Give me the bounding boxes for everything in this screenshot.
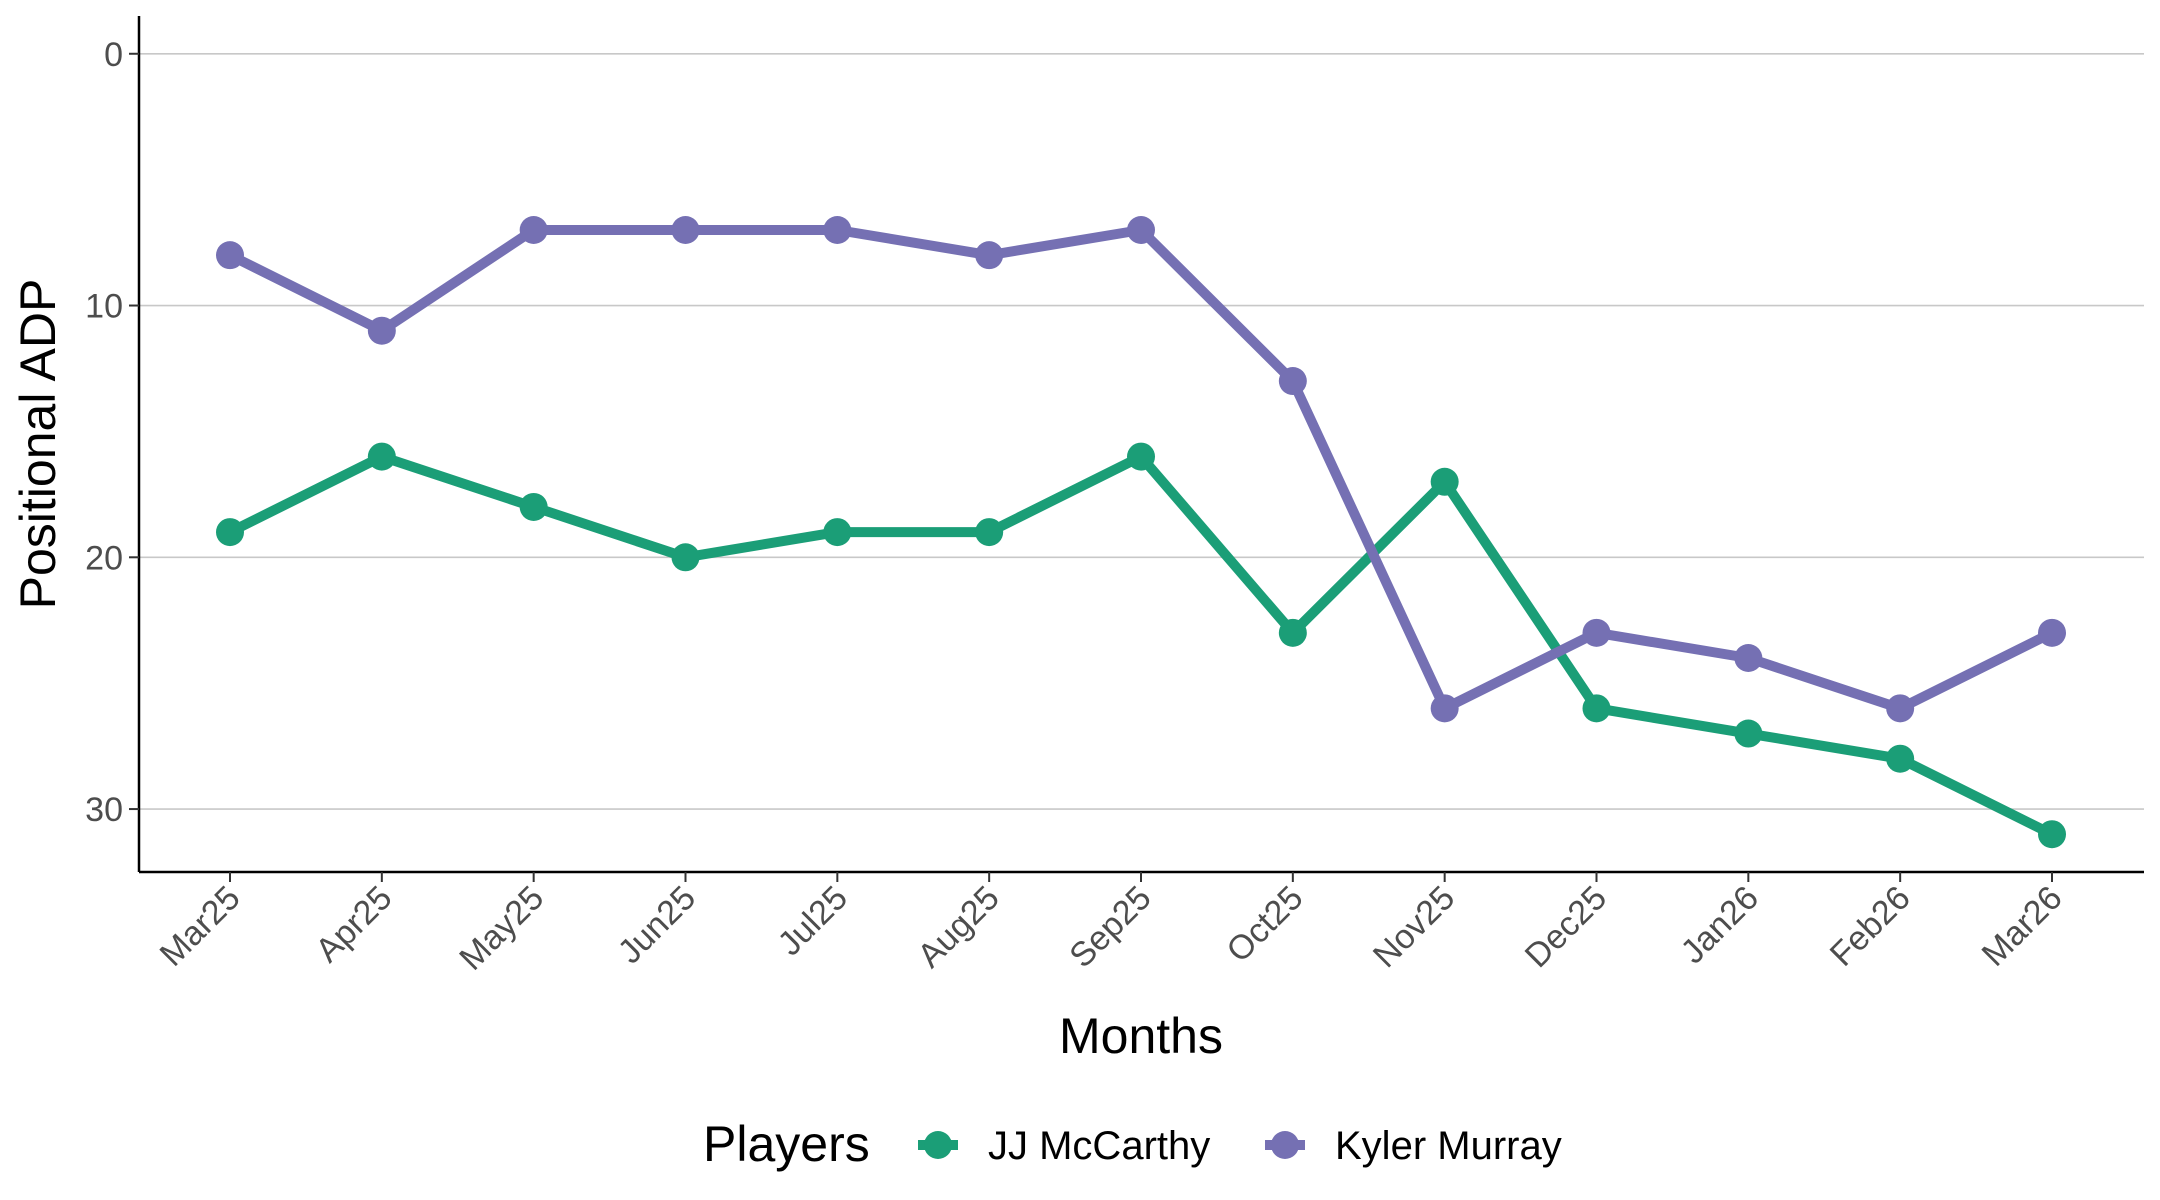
data-point	[1582, 694, 1611, 723]
x-tick-label: Aug25	[910, 879, 1006, 975]
data-point	[823, 518, 852, 547]
data-point	[519, 492, 548, 521]
data-point	[1886, 694, 1915, 723]
legend-items: JJ McCarthy Kyler Murray	[918, 1124, 1562, 1168]
gridlines	[139, 52, 2144, 810]
y-tick-label: 20	[85, 539, 123, 577]
data-point	[1734, 719, 1763, 748]
legend-label: JJ McCarthy	[988, 1124, 1210, 1168]
legend-key-point	[924, 1131, 952, 1159]
data-point	[216, 241, 244, 270]
data-point	[975, 518, 1004, 547]
series-line	[225, 451, 2057, 840]
data-point	[2038, 618, 2066, 647]
data-point	[1430, 467, 1459, 496]
data-point	[2038, 820, 2066, 849]
data-point	[367, 442, 396, 471]
data-point	[823, 216, 852, 244]
data-point	[1278, 618, 1307, 647]
y-tick-label: 0	[104, 36, 123, 74]
data-point	[519, 216, 548, 244]
series-0	[216, 442, 2066, 849]
x-tick-label: Jun25	[611, 879, 703, 971]
data-point	[1430, 694, 1459, 723]
x-tick-label: Mar25	[153, 879, 248, 974]
x-tick-label: Feb26	[1823, 879, 1918, 974]
data-point	[1582, 618, 1611, 647]
x-tick-label: Mar26	[1975, 879, 2070, 974]
data-point	[671, 216, 700, 244]
x-tick-label: Nov25	[1366, 879, 1462, 975]
data-point	[671, 543, 700, 572]
data-point	[975, 241, 1004, 270]
data-point	[367, 316, 396, 345]
x-tick-label: Jan26	[1674, 879, 1766, 971]
legend-key-point	[1271, 1131, 1299, 1159]
y-tick-label: 10	[85, 288, 123, 326]
x-tick-label: Jul25	[771, 879, 855, 963]
y-axis-ticks: 0 10 20 30	[85, 36, 139, 829]
data-point	[1127, 442, 1155, 471]
series	[216, 216, 2066, 849]
y-axis-title: Positional ADP	[10, 279, 66, 610]
legend-item: Kyler Murray	[1265, 1124, 1562, 1168]
data-point	[1886, 744, 1915, 773]
legend-label: Kyler Murray	[1335, 1124, 1562, 1168]
series-1	[216, 216, 2066, 723]
data-point	[1127, 216, 1155, 244]
x-axis-title: Months	[1059, 1008, 1223, 1064]
x-tick-label: Apr25	[308, 879, 399, 970]
x-tick-label: May25	[452, 879, 551, 978]
x-tick-label: Dec25	[1518, 879, 1614, 975]
legend-item: JJ McCarthy	[918, 1124, 1210, 1168]
legend-title: Players	[703, 1116, 870, 1172]
y-tick-label: 30	[85, 791, 123, 829]
x-axis-ticks: Mar25 Apr25 May25 Jun25 Jul25 Aug25 Sep25 Oct25…	[153, 872, 2070, 978]
data-point	[1734, 644, 1763, 672]
data-point	[1278, 367, 1307, 396]
x-tick-label: Sep25	[1062, 879, 1158, 975]
data-point	[216, 518, 244, 547]
x-tick-label: Oct25	[1219, 879, 1310, 970]
legend: Players JJ McCarthy Kyler Murray	[703, 1116, 1562, 1172]
